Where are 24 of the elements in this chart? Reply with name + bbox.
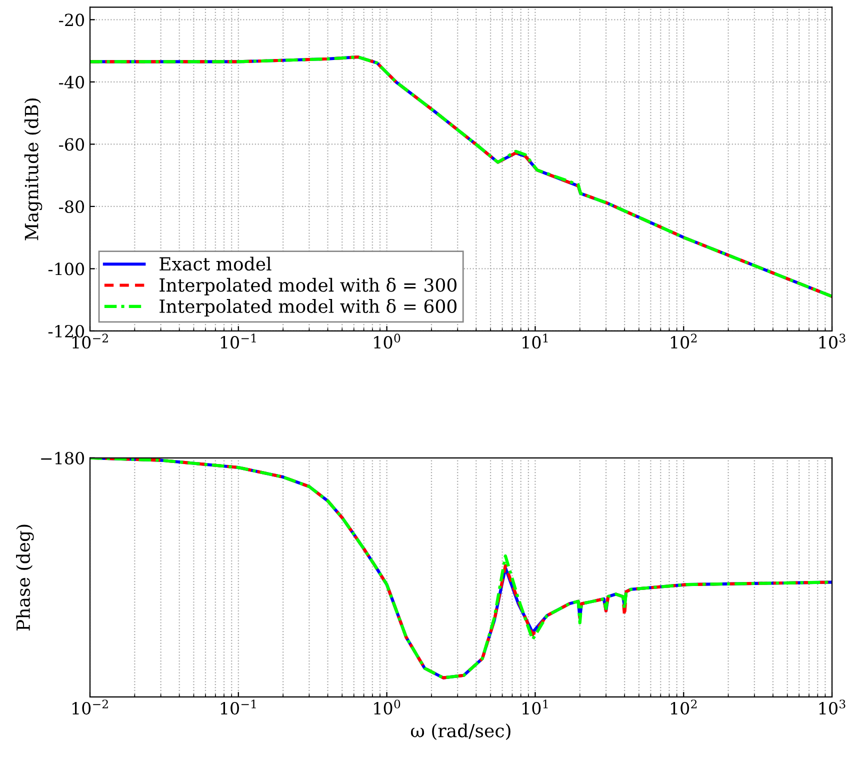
legend-label: Interpolated model with δ = 300: [160, 278, 456, 296]
x-tick-label: 10$^{3}$: [819, 700, 846, 715]
y-tick-label: -20: [59, 14, 84, 26]
x-tick-label: 10$^{1}$: [522, 700, 548, 715]
y-tick-label: -120: [48, 324, 84, 338]
x-tick-label: 10$^{0}$: [374, 334, 400, 349]
x-tick-label: 10$^{2}$: [670, 700, 697, 715]
y-tick-label: -100: [48, 262, 84, 276]
x-tick-label: 10$^{−1}$: [220, 700, 256, 715]
y-tick-label: -80: [59, 200, 84, 214]
x-tick-label: 10$^{2}$: [670, 334, 697, 349]
legend-label: Interpolated model with δ = 600: [160, 298, 456, 317]
y-axis-title: Magnitude (dB): [24, 98, 42, 240]
x-tick-label: 10$^{1}$: [522, 334, 548, 349]
y-axis-title: Phase (deg): [16, 524, 34, 630]
y-tick-label: -40: [59, 76, 84, 89]
y-tick-label: -60: [59, 138, 84, 151]
x-tick-label: 10$^{−2}$: [72, 700, 108, 715]
x-tick-label: 10$^{0}$: [374, 700, 400, 715]
x-axis-title: ω (rad/sec): [410, 723, 510, 740]
text: −180: [41, 452, 84, 464]
x-tick-label: 10$^{3}$: [819, 334, 846, 349]
x-tick-label: 10$^{−1}$: [220, 334, 256, 349]
legend-label: Exact model: [160, 256, 272, 271]
